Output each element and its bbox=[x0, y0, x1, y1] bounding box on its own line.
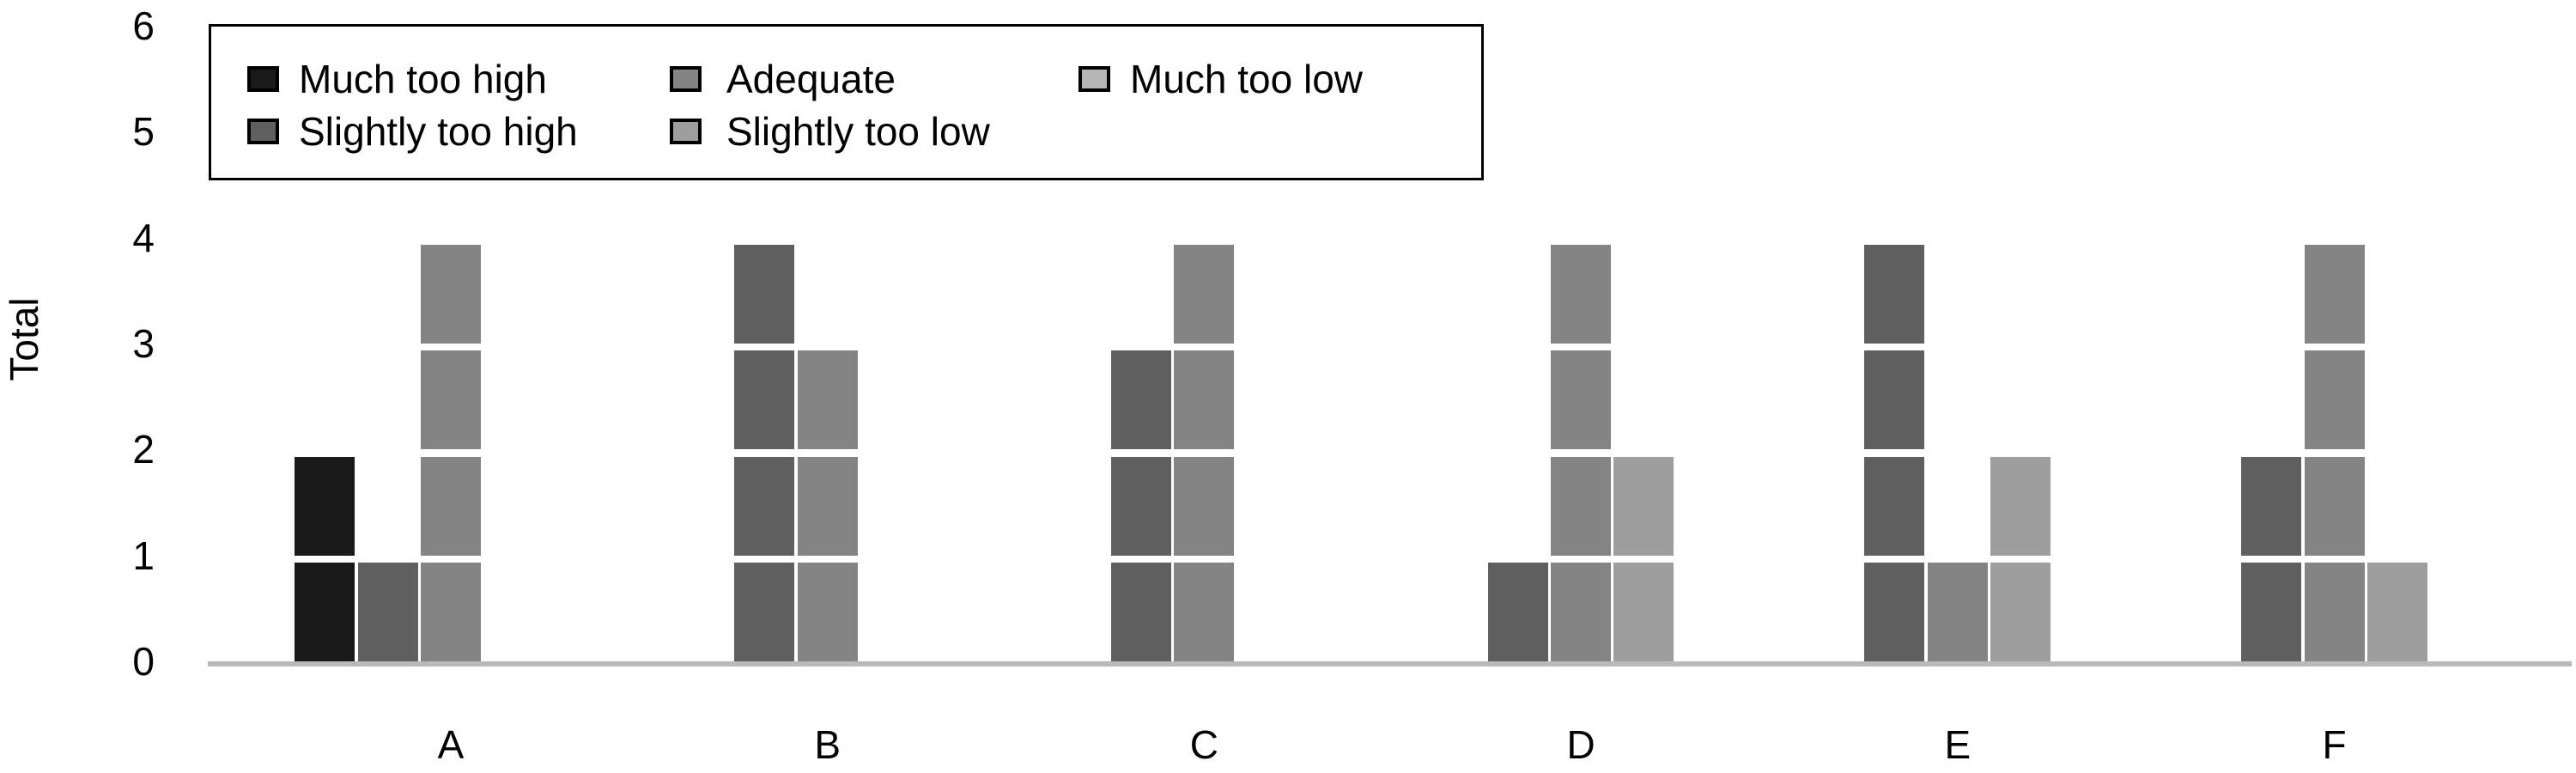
y-tick-label: 4 bbox=[132, 215, 155, 260]
legend-swatch bbox=[670, 119, 702, 144]
bar-block bbox=[2304, 350, 2365, 450]
y-tick-label: 5 bbox=[132, 109, 155, 155]
bar-block bbox=[421, 350, 481, 450]
legend-label: Slightly too high bbox=[299, 109, 578, 154]
legend-swatch bbox=[247, 66, 279, 92]
bar-block bbox=[1927, 563, 1988, 661]
bar-block bbox=[1174, 245, 1235, 344]
bar-block bbox=[1864, 245, 1925, 344]
bar-block bbox=[1551, 456, 1612, 556]
bar-block bbox=[421, 456, 481, 556]
x-axis-line bbox=[208, 661, 2572, 666]
bar-block bbox=[2304, 456, 2365, 556]
legend-swatch bbox=[670, 66, 702, 92]
bar-block bbox=[797, 350, 858, 450]
legend-label: Slightly too low bbox=[726, 109, 990, 154]
bar-block bbox=[1990, 563, 2051, 661]
y-tick-label: 6 bbox=[132, 3, 155, 49]
bar-block bbox=[734, 456, 795, 556]
bar-block bbox=[421, 245, 481, 344]
y-tick-label: 1 bbox=[132, 533, 155, 578]
bar-block bbox=[1613, 563, 1674, 661]
bar-block bbox=[2304, 563, 2365, 661]
x-category-label: C bbox=[1189, 722, 1218, 767]
bar-block bbox=[734, 563, 795, 661]
y-tick-label: 0 bbox=[132, 639, 155, 684]
legend-label: Adequate bbox=[726, 57, 896, 101]
bar-block bbox=[797, 563, 858, 661]
bar-block bbox=[1551, 245, 1612, 344]
bar-block bbox=[1111, 563, 1172, 661]
bar-block bbox=[1864, 456, 1925, 556]
bar-block bbox=[1487, 563, 1548, 661]
x-category-label: F bbox=[2322, 722, 2347, 767]
bar-block bbox=[1864, 350, 1925, 450]
bar-block bbox=[1551, 350, 1612, 450]
legend: Much too high Slightly too high Adequate Sl… bbox=[209, 24, 1484, 180]
x-category-label: B bbox=[814, 722, 841, 767]
bar-block bbox=[734, 245, 795, 344]
bar-block bbox=[1111, 456, 1172, 556]
legend-label: Much too low bbox=[1130, 57, 1364, 101]
bar-block bbox=[2241, 563, 2302, 661]
bar-block bbox=[357, 563, 418, 661]
bar-block bbox=[421, 563, 481, 661]
bar-block bbox=[2304, 245, 2365, 344]
bar-block bbox=[1613, 456, 1674, 556]
y-axis-title: Total bbox=[2, 297, 46, 381]
legend-swatch bbox=[247, 119, 279, 144]
legend-label: Much too high bbox=[299, 57, 547, 101]
x-category-label: E bbox=[1944, 722, 1971, 767]
bar-block bbox=[295, 563, 355, 661]
x-category-label: D bbox=[1566, 722, 1595, 767]
bar-block bbox=[2241, 456, 2302, 556]
bar-block bbox=[1174, 350, 1235, 450]
bar-block bbox=[1864, 563, 1925, 661]
bar-block bbox=[1174, 456, 1235, 556]
bar-block bbox=[1551, 563, 1612, 661]
x-category-label: A bbox=[437, 722, 465, 767]
y-tick-label: 2 bbox=[132, 427, 155, 472]
bar-block bbox=[734, 350, 795, 450]
bar-block bbox=[1111, 350, 1172, 450]
bar-block bbox=[1990, 456, 2051, 556]
y-tick-label: 3 bbox=[132, 321, 155, 366]
bar-block bbox=[797, 456, 858, 556]
bar-block bbox=[1174, 563, 1235, 661]
bar-block bbox=[2366, 563, 2427, 661]
legend-swatch bbox=[1078, 66, 1110, 92]
bar-block bbox=[295, 456, 355, 556]
